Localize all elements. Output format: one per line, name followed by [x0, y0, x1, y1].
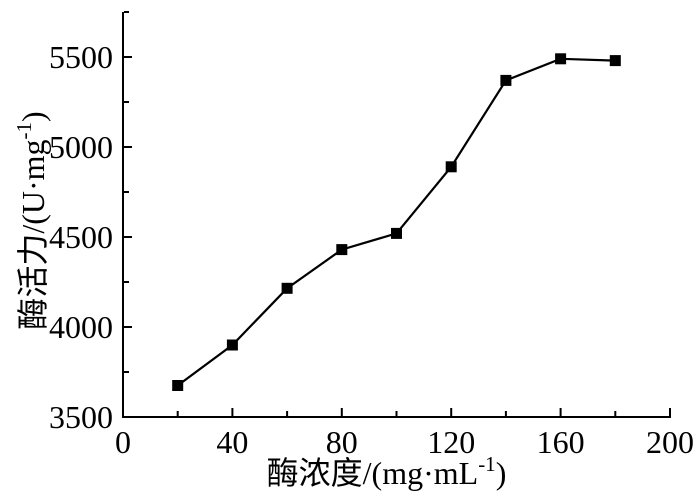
x-tick-label: 80 [326, 424, 358, 460]
y-tick-labels: 3500 4000 4500 5000 5500 [49, 39, 113, 435]
x-tick-label: 0 [115, 424, 131, 460]
x-tick-label: 120 [427, 424, 475, 460]
data-series [172, 53, 621, 391]
data-point-marker [500, 74, 512, 86]
y-tick-label: 5500 [49, 39, 113, 75]
data-point-marker [336, 244, 348, 256]
x-tick-label: 200 [646, 424, 694, 460]
y-tick-label: 3500 [49, 399, 113, 435]
x-tick-labels: 0 40 80 120 160 200 [115, 424, 694, 460]
y-axis-ticks [124, 11, 132, 418]
data-point-marker [555, 53, 567, 65]
axes [122, 12, 671, 418]
data-point-marker [226, 339, 238, 351]
data-line [177, 57, 616, 387]
data-point-marker [281, 282, 293, 294]
y-axis-label: 酶活力/(U·mg-1) [12, 111, 51, 329]
x-tick-label: 40 [216, 424, 248, 460]
x-tick-label: 160 [537, 424, 585, 460]
y-tick-label: 4500 [49, 219, 113, 255]
data-point-marker [391, 227, 402, 239]
x-axis-label: 酶浓度/(mg·mL-1) [267, 452, 507, 491]
data-point-marker [609, 55, 621, 67]
data-point-marker [445, 161, 457, 173]
y-tick-label: 5000 [49, 129, 113, 165]
y-tick-label: 4000 [49, 309, 113, 345]
x-axis-ticks [122, 408, 671, 416]
data-point-marker [172, 380, 184, 391]
